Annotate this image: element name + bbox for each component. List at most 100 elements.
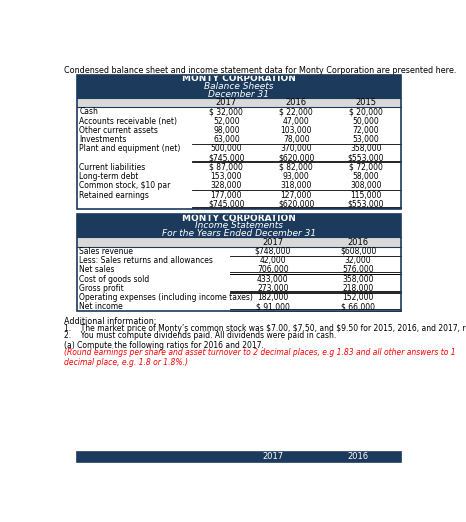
Text: 370,000: 370,000 <box>281 145 312 153</box>
Bar <box>77 191 401 200</box>
Text: (Round earnings per share and asset turnover to 2 decimal places, e.g 1.83 and a: (Round earnings per share and asset turn… <box>64 348 456 367</box>
Bar <box>77 172 401 181</box>
Text: Gross profit: Gross profit <box>79 284 124 293</box>
Bar <box>77 293 401 302</box>
Text: Cost of goods sold: Cost of goods sold <box>79 275 150 283</box>
Text: 318,000: 318,000 <box>281 181 312 191</box>
Text: Cash: Cash <box>79 108 98 116</box>
Text: 50,000: 50,000 <box>353 116 379 126</box>
Text: Condensed balance sheet and income statement data for Monty Corporation are pres: Condensed balance sheet and income state… <box>64 66 457 75</box>
Text: 2.    You must compute dividends paid. All dividends were paid in cash.: 2. You must compute dividends paid. All … <box>64 330 337 340</box>
Bar <box>77 452 401 461</box>
Text: Current liabilities: Current liabilities <box>79 163 145 172</box>
Text: 153,000: 153,000 <box>211 172 242 181</box>
Text: 63,000: 63,000 <box>213 135 240 144</box>
Bar <box>77 215 401 311</box>
Text: Net income: Net income <box>79 302 123 311</box>
Bar <box>77 200 401 209</box>
Bar <box>77 75 401 209</box>
Text: 328,000: 328,000 <box>211 181 242 191</box>
Text: Long-term debt: Long-term debt <box>79 172 138 181</box>
Text: $745,000: $745,000 <box>208 200 245 209</box>
Text: $553,000: $553,000 <box>348 153 384 163</box>
Text: 433,000: 433,000 <box>257 275 289 283</box>
Text: 152,000: 152,000 <box>343 293 374 302</box>
Text: $ 72,000: $ 72,000 <box>349 163 383 172</box>
Text: (a) Compute the following ratios for 2016 and 2017.: (a) Compute the following ratios for 201… <box>64 341 267 350</box>
Text: December 31: December 31 <box>208 90 269 99</box>
Text: $ 82,000: $ 82,000 <box>279 163 313 172</box>
Bar <box>77 275 401 283</box>
Bar <box>77 116 401 126</box>
Text: 2017: 2017 <box>262 238 283 246</box>
Text: MONTY CORPORATION: MONTY CORPORATION <box>182 74 296 84</box>
Text: $ 20,000: $ 20,000 <box>349 108 383 116</box>
Text: 78,000: 78,000 <box>283 135 309 144</box>
Text: 706,000: 706,000 <box>257 265 289 274</box>
Bar <box>77 452 401 461</box>
Text: Balance Sheets: Balance Sheets <box>204 82 274 91</box>
Text: 2016: 2016 <box>348 238 369 246</box>
Text: 1.    The market price of Monty’s common stock was $7.00, $7.50, and $9.50 for 2: 1. The market price of Monty’s common st… <box>64 325 466 334</box>
Text: 576,000: 576,000 <box>343 265 374 274</box>
Text: 127,000: 127,000 <box>281 191 312 199</box>
Bar <box>77 302 401 311</box>
Text: MONTY CORPORATION: MONTY CORPORATION <box>182 213 296 223</box>
Text: 358,000: 358,000 <box>343 275 374 283</box>
Text: 182,000: 182,000 <box>257 293 288 302</box>
Bar <box>77 215 401 238</box>
Text: Common stock, $10 par: Common stock, $10 par <box>79 181 171 191</box>
Text: 58,000: 58,000 <box>353 172 379 181</box>
Text: 358,000: 358,000 <box>350 145 382 153</box>
Text: 2017: 2017 <box>216 98 237 107</box>
Text: Additional information:: Additional information: <box>64 317 157 326</box>
Bar <box>77 181 401 191</box>
Bar <box>77 126 401 135</box>
Text: $ 66,000: $ 66,000 <box>341 302 375 311</box>
Text: Less: Sales returns and allowances: Less: Sales returns and allowances <box>79 256 213 265</box>
Text: 103,000: 103,000 <box>281 126 312 135</box>
Text: Plant and equipment (net): Plant and equipment (net) <box>79 145 180 153</box>
Text: 53,000: 53,000 <box>353 135 379 144</box>
Bar <box>77 247 401 256</box>
Text: 72,000: 72,000 <box>353 126 379 135</box>
Text: $608,000: $608,000 <box>340 247 377 256</box>
Text: Net sales: Net sales <box>79 265 115 274</box>
Bar <box>77 108 401 116</box>
Text: $620,000: $620,000 <box>278 153 315 163</box>
Bar <box>77 75 401 98</box>
Bar <box>77 163 401 172</box>
Text: Income Statements: Income Statements <box>195 221 283 230</box>
Text: 115,000: 115,000 <box>350 191 382 199</box>
Text: 2015: 2015 <box>356 98 377 107</box>
Bar <box>77 135 401 144</box>
Text: Accounts receivable (net): Accounts receivable (net) <box>79 116 177 126</box>
Bar <box>77 153 401 163</box>
Bar <box>77 256 401 265</box>
Text: 177,000: 177,000 <box>211 191 242 199</box>
Text: $748,000: $748,000 <box>255 247 291 256</box>
Text: 32,000: 32,000 <box>345 256 371 265</box>
Text: 52,000: 52,000 <box>213 116 240 126</box>
Text: $ 91,000: $ 91,000 <box>256 302 290 311</box>
Bar <box>77 238 401 247</box>
Text: Operating expenses (including income taxes): Operating expenses (including income tax… <box>79 293 253 302</box>
Text: 308,000: 308,000 <box>350 181 382 191</box>
Text: $ 87,000: $ 87,000 <box>210 163 243 172</box>
Text: 500,000: 500,000 <box>211 145 242 153</box>
Text: For the Years Ended December 31: For the Years Ended December 31 <box>162 229 316 238</box>
Text: 42,000: 42,000 <box>260 256 286 265</box>
Bar <box>77 283 401 293</box>
Text: 93,000: 93,000 <box>283 172 309 181</box>
Text: $620,000: $620,000 <box>278 200 315 209</box>
Bar <box>77 144 401 153</box>
Text: Investments: Investments <box>79 135 127 144</box>
Text: 47,000: 47,000 <box>283 116 309 126</box>
Text: 218,000: 218,000 <box>343 284 374 293</box>
Text: Retained earnings: Retained earnings <box>79 191 149 199</box>
Bar <box>77 98 401 108</box>
Text: $ 32,000: $ 32,000 <box>210 108 243 116</box>
Text: $553,000: $553,000 <box>348 200 384 209</box>
Text: 98,000: 98,000 <box>213 126 240 135</box>
Text: 2016: 2016 <box>348 453 369 461</box>
